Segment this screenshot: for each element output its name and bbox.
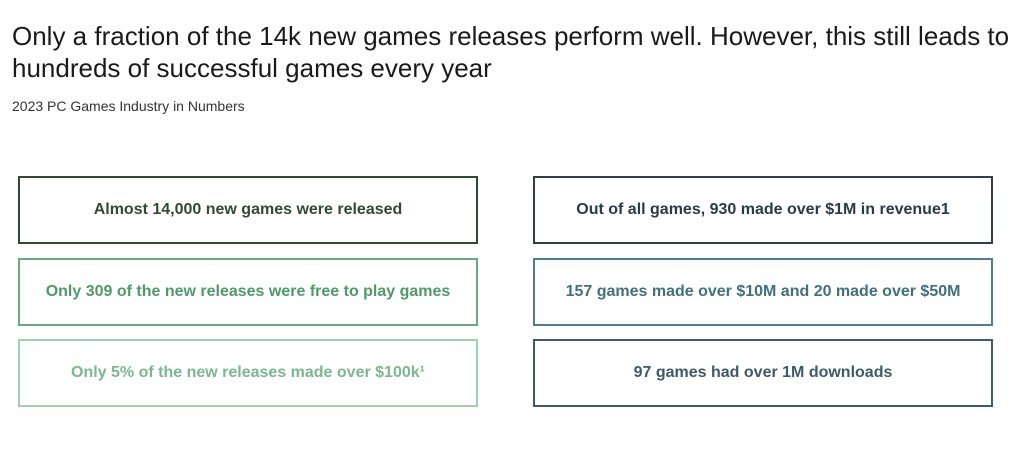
page-title: Only a fraction of the 14k new games rel… [12,21,1010,83]
fact-box-over-1m-downloads: 97 games had over 1M downloads [533,339,993,407]
fact-box-over-100k: Only 5% of the new releases made over $1… [18,339,478,407]
fact-box-free-to-play: Only 309 of the new releases were free t… [18,258,478,326]
fact-box-over-1m-revenue: Out of all games, 930 made over $1M in r… [533,176,993,244]
page-subtitle: 2023 PC Games Industry in Numbers [12,98,245,114]
fact-box-label: Almost 14,000 new games were released [93,201,403,218]
fact-box-label: 97 games had over 1M downloads [633,364,893,381]
fact-box-label: Only 309 of the new releases were free t… [45,283,451,300]
fact-box-over-10m-50m: 157 games made over $10M and 20 made ove… [533,258,993,326]
fact-box-label: Out of all games, 930 made over $1M in r… [576,201,950,218]
fact-box-new-releases: Almost 14,000 new games were released [18,176,478,244]
fact-box-label: Only 5% of the new releases made over $1… [71,364,425,381]
fact-box-label: 157 games made over $10M and 20 made ove… [565,283,961,300]
